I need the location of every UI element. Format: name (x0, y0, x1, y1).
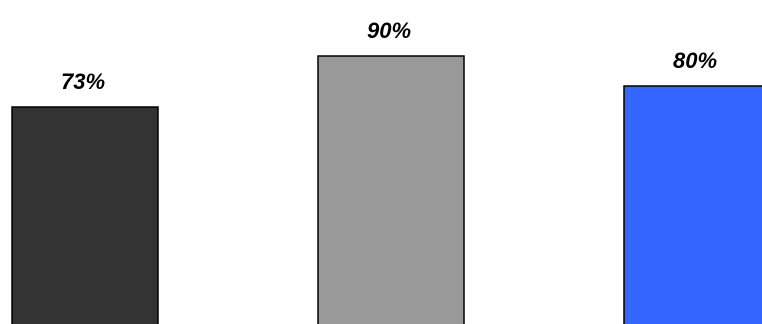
data-label-73-percent: 73% (61, 69, 105, 94)
data-label-90-percent: 90% (367, 18, 411, 43)
bar-90-percent (317, 55, 465, 324)
bar-73-percent (11, 106, 159, 324)
bar-80-percent (623, 85, 762, 324)
data-label-80-percent: 80% (673, 48, 717, 73)
